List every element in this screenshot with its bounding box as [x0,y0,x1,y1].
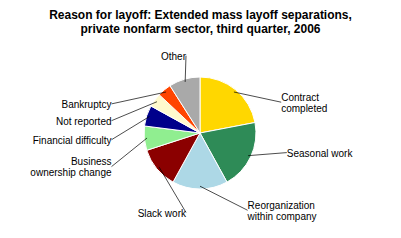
svg-text:Reorganizationwithin company: Reorganizationwithin company [247,199,317,221]
svg-text:Not reported: Not reported [56,115,112,126]
svg-text:Other: Other [161,50,187,61]
html-text:Reason for layoff: Extended ma: Reason for layoff: Extended mass layoff … [49,8,352,36]
svg-text:Slack work: Slack work [138,207,187,218]
svg-text:Contractcompleted: Contractcompleted [281,91,327,113]
svg-text:Businessownership change: Businessownership change [30,156,112,178]
svg-text:Financial difficulty: Financial difficulty [33,134,112,145]
svg-text:Seasonal work: Seasonal work [287,147,354,158]
svg-text:Bankruptcy: Bankruptcy [61,98,111,109]
